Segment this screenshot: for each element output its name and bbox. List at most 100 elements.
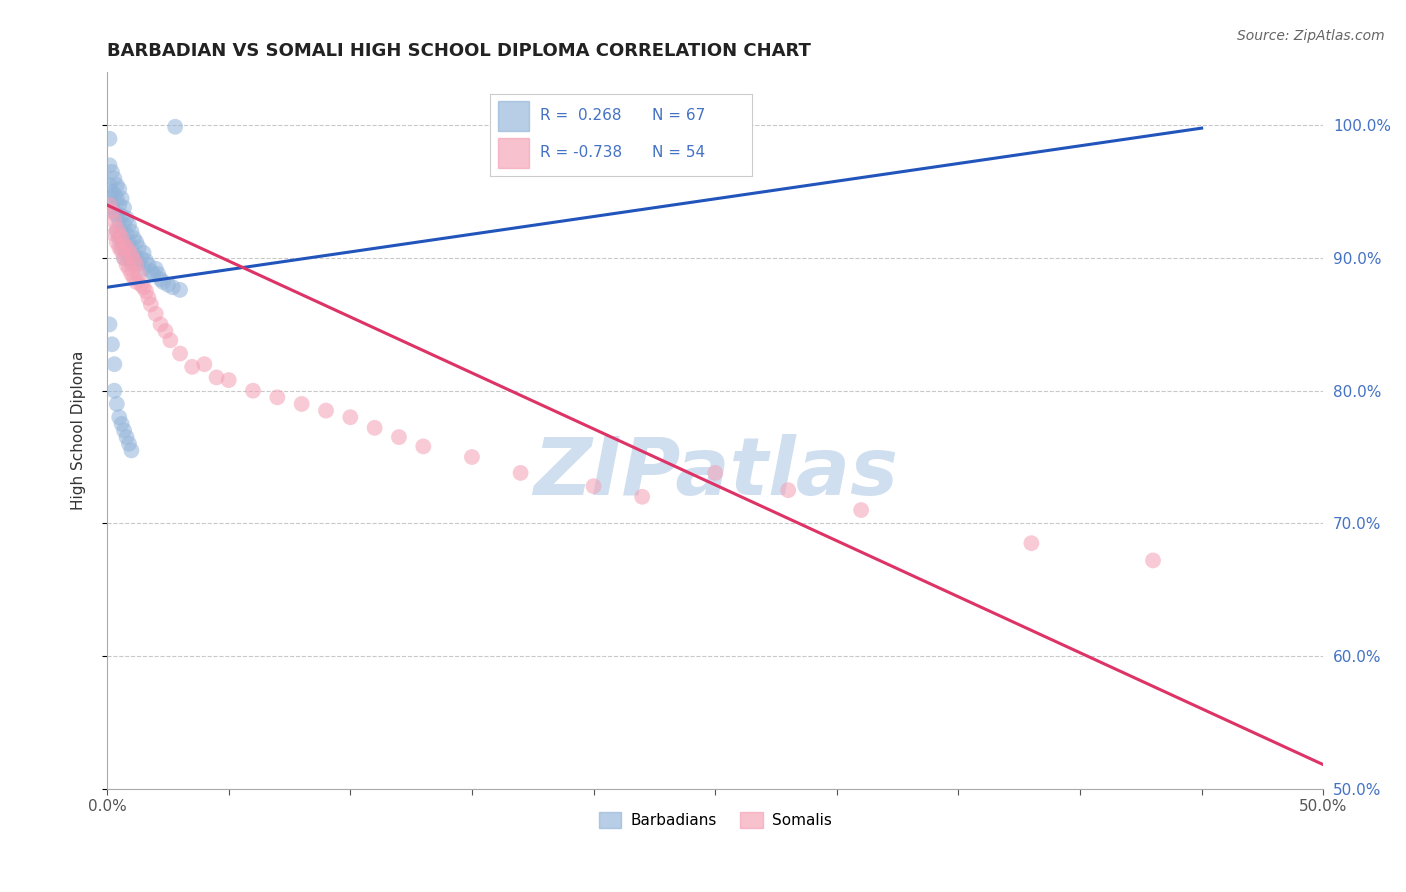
Point: [101, 185, 124, 199]
Text: ZIPatlas: ZIPatlas: [533, 434, 897, 512]
Point: [101, 204, 124, 219]
Point: [132, 261, 155, 276]
Point: [103, 171, 125, 186]
Point: [145, 307, 167, 321]
Point: [111, 209, 134, 223]
Point: [156, 277, 179, 292]
Point: [98, 178, 121, 193]
Point: [139, 264, 162, 278]
Point: [218, 373, 240, 387]
Point: [1021, 536, 1043, 550]
Point: [122, 271, 145, 285]
Point: [193, 357, 215, 371]
Text: BARBADIAN VS SOMALI HIGH SCHOOL DIPLOMA CORRELATION CHART: BARBADIAN VS SOMALI HIGH SCHOOL DIPLOMA …: [107, 42, 811, 60]
Point: [125, 251, 148, 265]
Point: [115, 211, 138, 226]
Point: [145, 261, 167, 276]
Point: [128, 267, 150, 281]
Point: [162, 280, 184, 294]
Point: [115, 240, 138, 254]
Point: [315, 403, 337, 417]
Point: [118, 218, 141, 232]
Point: [98, 198, 121, 212]
Point: [138, 291, 160, 305]
Point: [101, 165, 124, 179]
Point: [778, 483, 800, 497]
Point: [120, 248, 142, 262]
Point: [169, 346, 191, 360]
Legend: Barbadians, Somalis: Barbadians, Somalis: [592, 806, 838, 835]
Point: [103, 384, 125, 398]
Point: [112, 251, 135, 265]
Point: [128, 240, 150, 254]
Point: [461, 450, 484, 464]
Point: [111, 231, 134, 245]
Point: [111, 225, 134, 239]
Point: [582, 479, 605, 493]
Point: [146, 267, 169, 281]
Point: [1142, 553, 1164, 567]
Point: [115, 243, 138, 257]
Point: [291, 397, 314, 411]
Point: [135, 253, 157, 268]
Point: [118, 436, 141, 450]
Point: [139, 297, 162, 311]
Point: [122, 253, 145, 268]
Point: [105, 209, 128, 223]
Point: [159, 334, 181, 348]
Point: [108, 227, 131, 242]
Point: [118, 244, 141, 259]
Point: [105, 178, 128, 193]
Point: [704, 466, 727, 480]
Point: [242, 384, 264, 398]
Point: [118, 261, 141, 276]
Point: [339, 410, 361, 425]
Point: [98, 132, 121, 146]
Point: [98, 158, 121, 172]
Point: [108, 410, 131, 425]
Point: [122, 248, 145, 262]
Point: [129, 251, 152, 265]
Point: [509, 466, 531, 480]
Point: [115, 227, 138, 242]
Point: [120, 267, 142, 281]
Point: [101, 337, 124, 351]
Point: [120, 240, 142, 254]
Point: [115, 258, 138, 272]
Point: [125, 275, 148, 289]
Point: [125, 258, 148, 272]
Point: [152, 275, 174, 289]
Point: [111, 191, 134, 205]
Point: [108, 231, 131, 245]
Point: [111, 417, 134, 431]
Point: [388, 430, 411, 444]
Point: [120, 225, 142, 239]
Point: [101, 201, 124, 215]
Point: [266, 390, 288, 404]
Point: [120, 256, 142, 270]
Point: [135, 284, 157, 298]
Point: [129, 277, 152, 292]
Point: [122, 231, 145, 245]
Point: [132, 280, 155, 294]
Point: [98, 191, 121, 205]
Point: [155, 324, 177, 338]
Point: [105, 191, 128, 205]
Point: [112, 218, 135, 232]
Point: [103, 204, 125, 219]
Text: Source: ZipAtlas.com: Source: ZipAtlas.com: [1237, 29, 1385, 43]
Point: [169, 283, 191, 297]
Point: [849, 503, 872, 517]
Point: [103, 227, 125, 242]
Point: [105, 235, 128, 249]
Point: [118, 251, 141, 265]
Point: [181, 359, 204, 374]
Point: [108, 240, 131, 254]
Point: [115, 430, 138, 444]
Point: [103, 187, 125, 202]
Point: [98, 318, 121, 332]
Point: [132, 245, 155, 260]
Point: [105, 397, 128, 411]
Point: [105, 225, 128, 239]
Point: [108, 214, 131, 228]
